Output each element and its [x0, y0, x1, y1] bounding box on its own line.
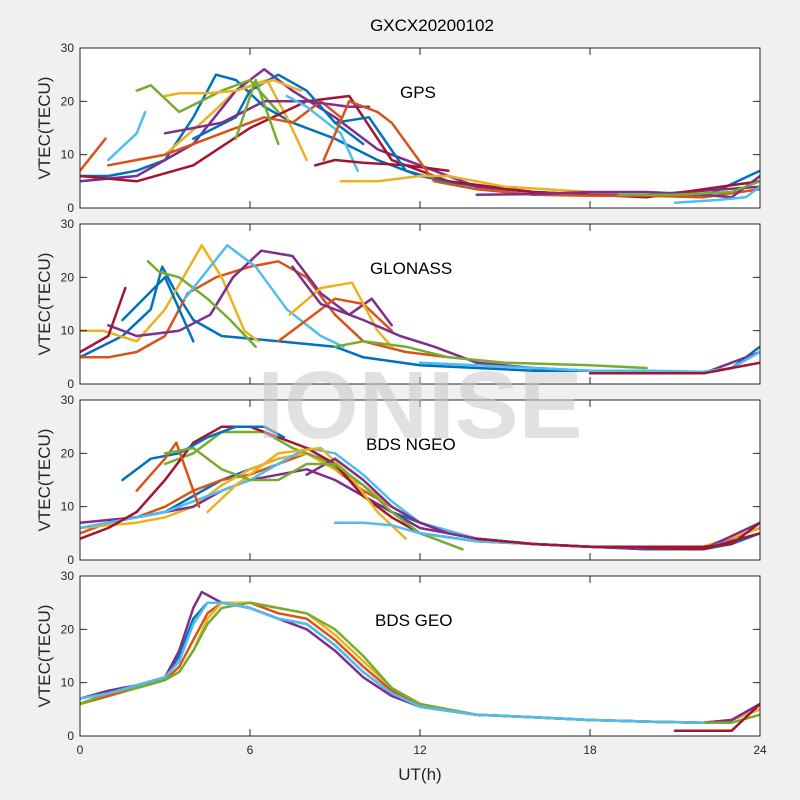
panels-layer: 0 10 20 30 VTEC(TECU) GPS 0 10 20 30 VTEC(TECU) GLO…: [35, 41, 767, 757]
y-tick-label: 30: [61, 393, 75, 407]
series-line: [285, 94, 359, 172]
series-line: [135, 441, 201, 508]
y-tick-label: 10: [61, 324, 75, 338]
series-line: [80, 601, 705, 724]
y-tick-label: 0: [67, 553, 74, 567]
y-axis-label: VTEC(TECU): [35, 253, 54, 356]
series-line: [163, 446, 464, 551]
series-group: [80, 590, 760, 732]
watermark-text: IONISE: [257, 352, 582, 459]
series-line: [339, 174, 592, 194]
series-group: [80, 425, 760, 551]
plot-area: [80, 48, 760, 208]
x-tick-label: 18: [583, 743, 597, 757]
series-line: [183, 244, 345, 348]
panel-bds-ngeo: 0 10 20 30 VTEC(TECU) BDS NGEO: [35, 393, 761, 567]
series-line: [288, 281, 393, 348]
series-group: [80, 244, 760, 375]
series-line: [333, 116, 464, 188]
series-line: [313, 158, 450, 172]
x-tick-label: 24: [753, 743, 767, 757]
y-tick-label: 20: [61, 270, 75, 284]
series-line: [80, 137, 107, 172]
series-line: [588, 361, 760, 375]
panel-bds-geo: 0 10 20 30 0 6 12 18 24 VTEC(TECU) BDS GEO: [35, 569, 767, 757]
y-tick-label: 20: [61, 622, 75, 636]
series-line: [107, 100, 342, 167]
x-tick-label: 0: [77, 743, 84, 757]
panel-label: GLONASS: [370, 259, 452, 278]
series-line: [673, 185, 760, 204]
y-tick-label: 20: [61, 446, 75, 460]
y-tick-label: 0: [67, 729, 74, 743]
series-line: [673, 702, 760, 732]
panel-label: BDS NGEO: [366, 435, 456, 454]
series-line: [206, 446, 408, 540]
series-line: [277, 297, 393, 343]
plot-area: [80, 224, 760, 384]
series-line: [107, 249, 393, 338]
x-axis-label: UT(h): [398, 765, 441, 784]
series-group: [80, 68, 760, 204]
panel-label: BDS GEO: [375, 611, 452, 630]
x-tick-label: 12: [413, 743, 427, 757]
y-tick-label: 0: [67, 201, 74, 215]
series-line: [333, 340, 648, 370]
panel-glonass: 0 10 20 30 VTEC(TECU) GLONASS: [35, 217, 761, 391]
y-axis-label: VTEC(TECU): [35, 605, 54, 708]
y-axis-label: VTEC(TECU): [35, 77, 54, 180]
series-line: [234, 78, 280, 146]
panel-label: GPS: [400, 83, 436, 102]
y-tick-label: 30: [61, 41, 75, 55]
series-line: [322, 100, 760, 199]
y-tick-label: 30: [61, 569, 75, 583]
series-line: [121, 425, 286, 482]
series-line: [107, 110, 147, 162]
series-line: [475, 174, 760, 199]
y-tick-label: 10: [61, 148, 75, 162]
series-line: [80, 286, 127, 354]
y-tick-label: 20: [61, 94, 75, 108]
y-tick-label: 10: [61, 500, 75, 514]
series-line: [121, 276, 195, 343]
figure-title: GXCX20200102: [370, 16, 494, 35]
y-tick-label: 0: [67, 377, 74, 391]
y-axis-label: VTEC(TECU): [35, 429, 54, 532]
x-tick-label: 6: [247, 743, 254, 757]
series-line: [617, 180, 760, 196]
y-tick-label: 10: [61, 676, 75, 690]
series-line: [163, 100, 371, 135]
plot-area: [80, 576, 760, 736]
series-line: [163, 78, 303, 98]
y-tick-label: 30: [61, 217, 75, 231]
panel-gps: 0 10 20 30 VTEC(TECU) GPS: [35, 41, 761, 215]
series-line: [475, 521, 760, 548]
